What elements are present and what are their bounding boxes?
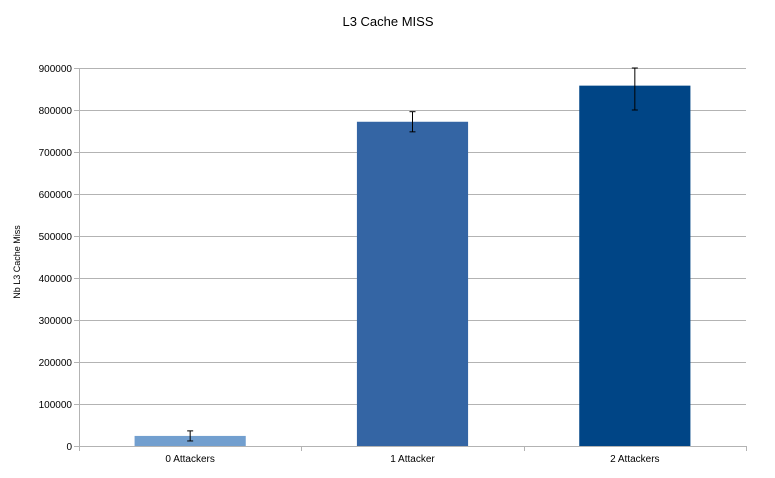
y-tick-label: 300000 — [39, 316, 73, 327]
y-tick-label: 200000 — [39, 358, 73, 369]
x-axis-ticks: 0 Attackers 1 Attacker 2 Attackers — [79, 446, 747, 465]
chart-title: L3 Cache MISS — [342, 14, 433, 29]
y-tick-label: 900000 — [39, 64, 73, 75]
y-tick-label: 100000 — [39, 400, 73, 411]
y-tick-label: 600000 — [39, 190, 73, 201]
y-tick-label: 0 — [66, 442, 72, 453]
bar-3 — [579, 85, 691, 446]
x-tick-label: 0 Attackers — [165, 454, 214, 465]
bars — [134, 85, 691, 446]
y-tick-label: 800000 — [39, 106, 73, 117]
y-axis-label: Nb L3 Cache Miss — [12, 225, 22, 299]
error-bars — [187, 67, 638, 442]
x-tick-label: 1 Attacker — [390, 454, 435, 465]
y-axis-ticks: 0 100000 200000 300000 400000 500000 600000 700… — [39, 64, 79, 453]
y-tick-label: 500000 — [39, 232, 73, 243]
y-tick-label: 700000 — [39, 148, 73, 159]
x-tick-label: 2 Attackers — [610, 454, 659, 465]
y-tick-label: 400000 — [39, 274, 73, 285]
bar-2 — [356, 121, 469, 446]
